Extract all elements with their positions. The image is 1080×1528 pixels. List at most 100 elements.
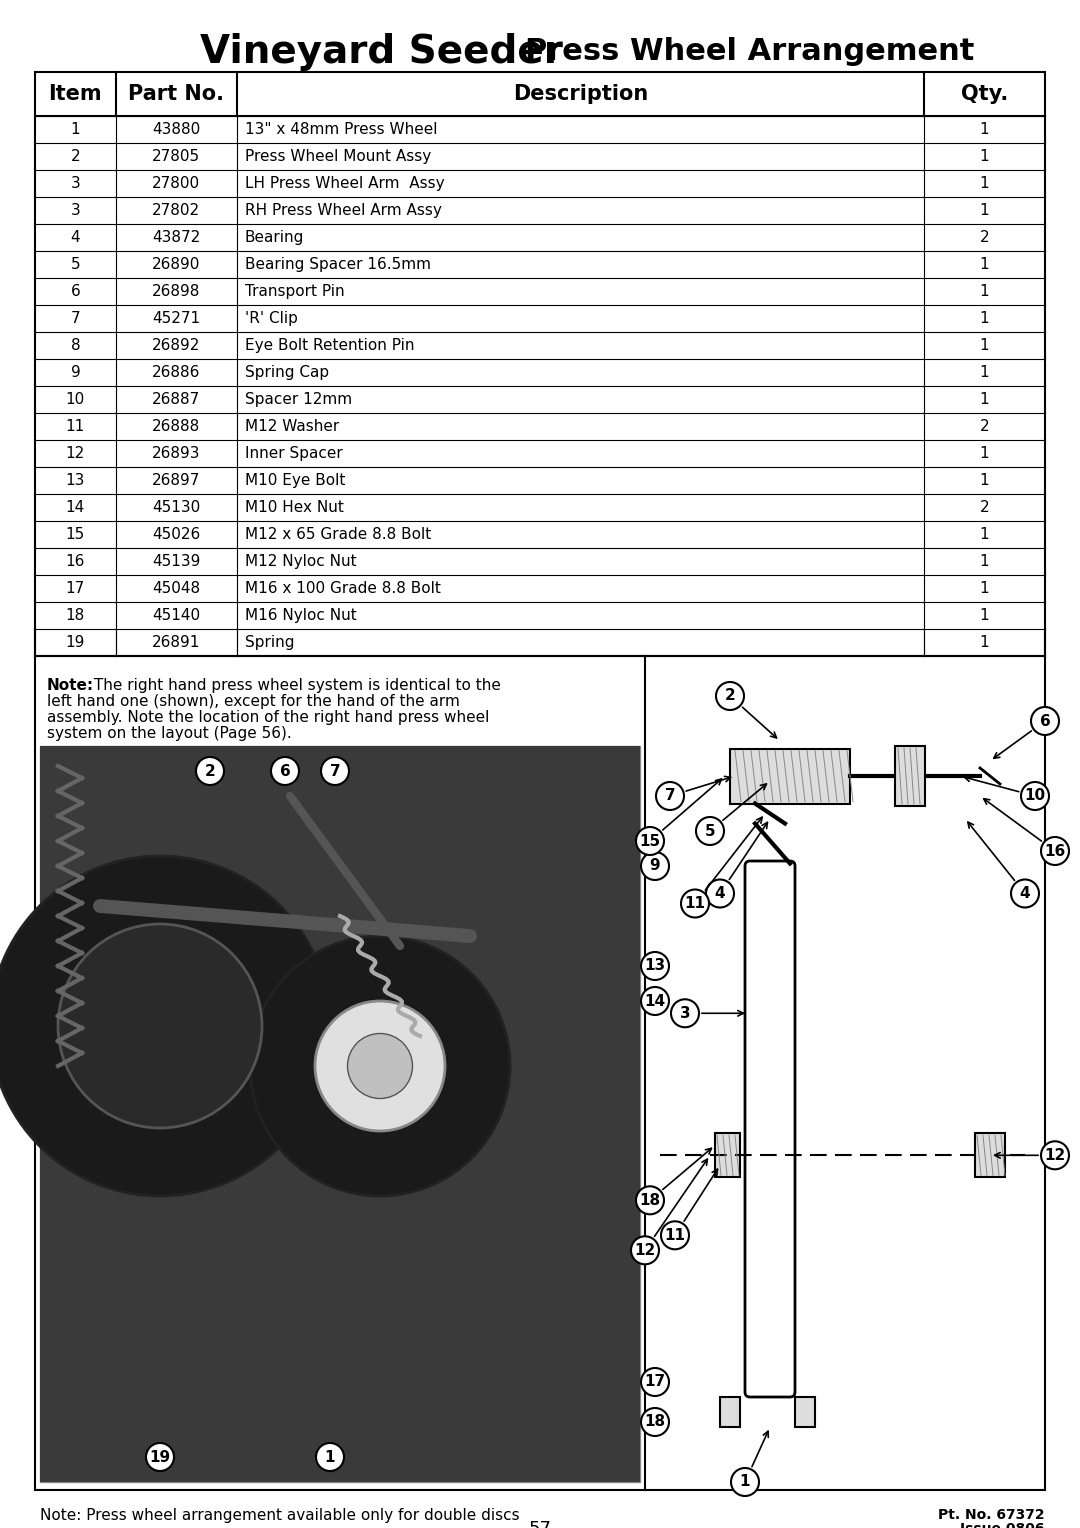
Text: The right hand press wheel system is identical to the: The right hand press wheel system is ide…: [89, 678, 501, 694]
Circle shape: [1041, 837, 1069, 865]
Text: M12 Washer: M12 Washer: [245, 419, 339, 434]
Text: 1: 1: [980, 365, 989, 380]
Circle shape: [1031, 707, 1059, 735]
Text: 4: 4: [1020, 886, 1030, 902]
Circle shape: [716, 681, 744, 711]
Text: 6: 6: [70, 284, 80, 299]
Text: 5: 5: [704, 824, 715, 839]
Text: M16 Nyloc Nut: M16 Nyloc Nut: [245, 608, 356, 623]
Text: 6: 6: [1040, 714, 1051, 729]
Text: 12: 12: [634, 1242, 656, 1258]
Text: Note:: Note:: [48, 678, 94, 694]
Text: Pt. No. 67372: Pt. No. 67372: [939, 1508, 1045, 1522]
Text: 1: 1: [980, 555, 989, 568]
Text: 1: 1: [980, 312, 989, 325]
Text: 11: 11: [685, 895, 705, 911]
Text: 13: 13: [645, 958, 665, 973]
Text: RH Press Wheel Arm Assy: RH Press Wheel Arm Assy: [245, 203, 442, 219]
Text: system on the layout (Page 56).: system on the layout (Page 56).: [48, 726, 292, 741]
Text: 1: 1: [980, 176, 989, 191]
Text: 45139: 45139: [152, 555, 201, 568]
Text: Vineyard Seeder: Vineyard Seeder: [200, 34, 563, 70]
Circle shape: [642, 987, 669, 1015]
Text: M10 Hex Nut: M10 Hex Nut: [245, 500, 343, 515]
Circle shape: [58, 924, 262, 1128]
Text: 9: 9: [650, 859, 660, 874]
Text: 2: 2: [70, 150, 80, 163]
Text: 7: 7: [70, 312, 80, 325]
Text: 4: 4: [715, 886, 726, 902]
Text: 2: 2: [980, 419, 989, 434]
Text: 1: 1: [980, 203, 989, 219]
Text: 19: 19: [66, 636, 85, 649]
Text: 57: 57: [528, 1520, 552, 1528]
Text: 1: 1: [980, 122, 989, 138]
Bar: [35, 656, 1045, 1490]
Text: 17: 17: [645, 1375, 665, 1389]
Bar: [795, 1397, 815, 1427]
Text: 7: 7: [329, 764, 340, 778]
Text: 1: 1: [980, 150, 989, 163]
Text: 2: 2: [725, 689, 735, 703]
Text: 10: 10: [1025, 788, 1045, 804]
Bar: [715, 1134, 740, 1177]
Text: 15: 15: [639, 833, 661, 848]
Circle shape: [636, 827, 664, 856]
Text: M12 Nyloc Nut: M12 Nyloc Nut: [245, 555, 356, 568]
Text: 1: 1: [980, 446, 989, 461]
Text: 'R' Clip: 'R' Clip: [245, 312, 298, 325]
Bar: [35, 72, 1045, 116]
Circle shape: [642, 853, 669, 880]
Text: 1: 1: [740, 1475, 751, 1490]
Circle shape: [1041, 1141, 1069, 1169]
Text: Press Wheel Mount Assy: Press Wheel Mount Assy: [245, 150, 431, 163]
Text: 26888: 26888: [152, 419, 201, 434]
Text: 1: 1: [980, 581, 989, 596]
Text: Spacer 12mm: Spacer 12mm: [245, 393, 352, 406]
Bar: [730, 749, 850, 804]
Text: Inner Spacer: Inner Spacer: [245, 446, 342, 461]
Text: Description: Description: [513, 84, 648, 104]
Text: 1: 1: [70, 122, 80, 138]
Text: 26891: 26891: [152, 636, 201, 649]
Circle shape: [706, 880, 734, 908]
Text: Part No.: Part No.: [129, 84, 225, 104]
Text: 1: 1: [980, 527, 989, 542]
Circle shape: [146, 1442, 174, 1471]
Bar: [40, 746, 640, 1482]
Bar: [975, 1134, 1005, 1177]
Text: 14: 14: [645, 993, 665, 1008]
Text: 6: 6: [280, 764, 291, 778]
Circle shape: [636, 1186, 664, 1215]
Circle shape: [1011, 880, 1039, 908]
Text: 10: 10: [66, 393, 85, 406]
Text: 43872: 43872: [152, 231, 201, 244]
Text: 15: 15: [66, 527, 85, 542]
Text: 11: 11: [66, 419, 85, 434]
Text: 2: 2: [980, 231, 989, 244]
Text: 5: 5: [70, 257, 80, 272]
Text: 26886: 26886: [152, 365, 201, 380]
Text: Spring Cap: Spring Cap: [245, 365, 329, 380]
Text: 1: 1: [980, 636, 989, 649]
Circle shape: [315, 1001, 445, 1131]
Text: 3: 3: [70, 203, 80, 219]
Circle shape: [661, 1221, 689, 1250]
Circle shape: [642, 1368, 669, 1397]
Text: 7: 7: [664, 788, 675, 804]
Circle shape: [195, 756, 224, 785]
Text: 13" x 48mm Press Wheel: 13" x 48mm Press Wheel: [245, 122, 437, 138]
Circle shape: [348, 1033, 413, 1099]
Circle shape: [1021, 782, 1049, 810]
Circle shape: [696, 817, 724, 845]
Text: 26887: 26887: [152, 393, 201, 406]
Text: left hand one (shown), except for the hand of the arm: left hand one (shown), except for the ha…: [48, 694, 460, 709]
Text: Bearing: Bearing: [245, 231, 305, 244]
Text: 16: 16: [1044, 843, 1066, 859]
Text: Issue 0806: Issue 0806: [960, 1522, 1045, 1528]
Text: 1: 1: [980, 284, 989, 299]
Text: 14: 14: [66, 500, 85, 515]
Text: 18: 18: [645, 1415, 665, 1430]
Text: 27800: 27800: [152, 176, 201, 191]
Text: 9: 9: [70, 365, 80, 380]
